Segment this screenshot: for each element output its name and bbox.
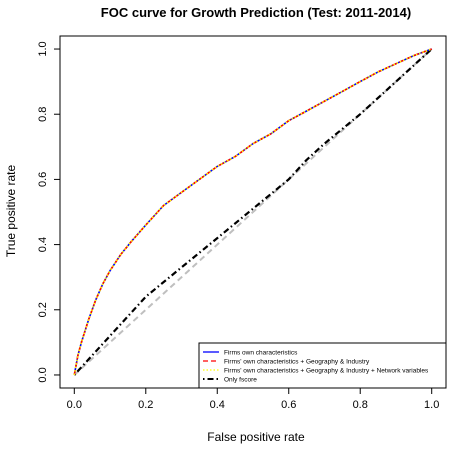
x-tick-label: 0.6 xyxy=(281,399,296,411)
reference-diagonal-line xyxy=(73,48,433,376)
series-line-3 xyxy=(73,48,432,376)
y-tick-label: 1.0 xyxy=(37,41,49,56)
x-tick-label: 0.2 xyxy=(138,399,153,411)
series-line-4 xyxy=(73,48,433,376)
chart-title: FOC curve for Growth Prediction (Test: 2… xyxy=(101,5,411,20)
x-axis-label: False positive rate xyxy=(207,430,305,444)
x-tick-label: 0.8 xyxy=(353,399,368,411)
legend-label-1: Firms own characteristics xyxy=(224,349,298,356)
y-tick-label: 0.8 xyxy=(37,107,49,122)
legend-label-3: Firms' own characteristics + Geography &… xyxy=(224,367,429,374)
legend-box xyxy=(198,342,447,389)
y-tick-label: 0.6 xyxy=(37,172,49,187)
legend: Firms own characteristics Firms' own char… xyxy=(198,342,447,389)
y-tick-label: 0.4 xyxy=(37,237,49,252)
x-tick-label: 0.4 xyxy=(210,399,225,411)
x-tick-label: 0.0 xyxy=(67,399,82,411)
series-layer xyxy=(73,48,433,376)
y-axis-label: True positive rate xyxy=(4,165,18,258)
reference-diagonal xyxy=(73,48,433,376)
legend-label-2: Firms' own characteristics + Geography &… xyxy=(224,358,370,365)
x-tick-label: 1.0 xyxy=(424,399,439,411)
y-tick-label: 0.0 xyxy=(37,367,49,382)
legend-label-4: Only fscore xyxy=(224,376,257,383)
y-tick-label: 0.2 xyxy=(37,302,49,317)
